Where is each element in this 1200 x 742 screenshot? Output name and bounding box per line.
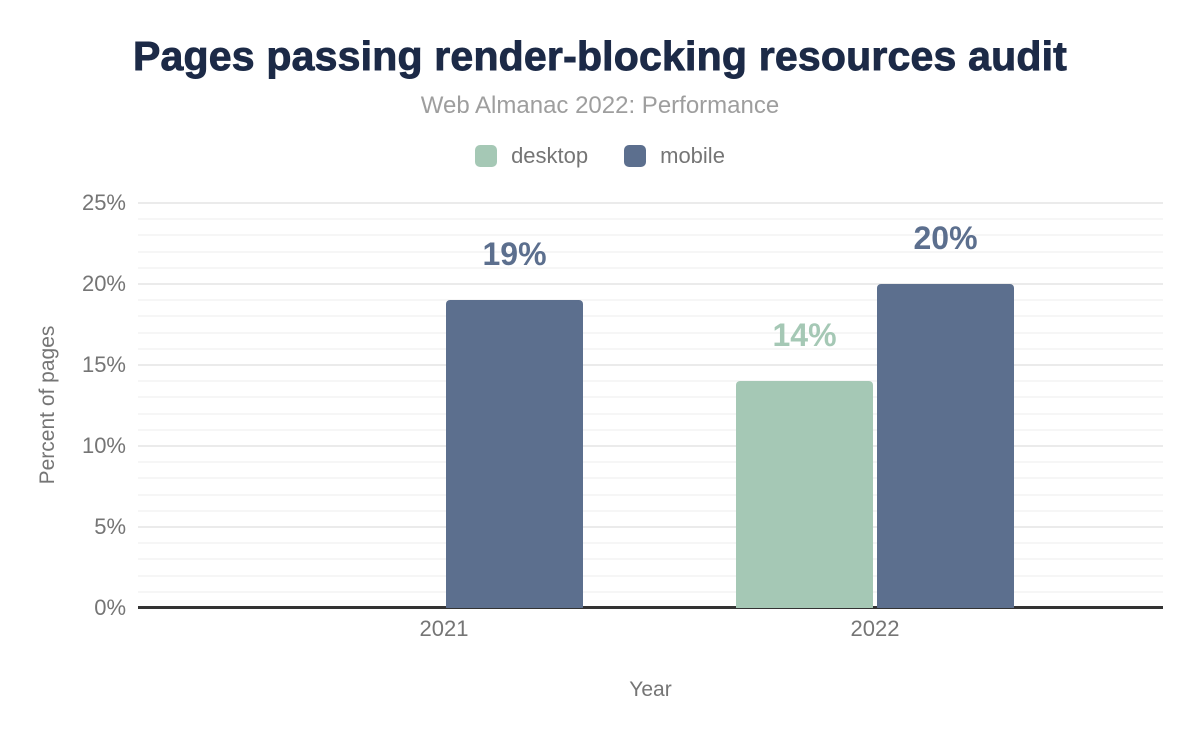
bar-2021-mobile[interactable] [446,300,583,608]
gridline-1pct [138,590,1163,593]
legend-label-desktop: desktop [511,143,589,168]
gridline-12pct [138,412,1163,415]
legend-item-desktop[interactable]: desktop [475,143,588,169]
gridline-8pct [138,477,1163,480]
gridline-3pct [138,558,1163,561]
gridline-18pct [138,315,1163,318]
gridline-7pct [138,493,1163,496]
x-axis-title: Year [629,678,672,701]
gridline-4pct [138,542,1163,545]
chart-subtitle: Web Almanac 2022: Performance [420,92,780,119]
gridline-5pct [138,526,1163,528]
gridline-19pct [138,299,1163,302]
plot-area: 0% 5% 10% 15% 20% 25% 14% 19% 20% 2021 2022 [82,192,1163,641]
gridline-16pct [138,347,1163,350]
gridline-14pct [138,380,1163,383]
x-tick-label-2022: 2022 [850,616,900,641]
gridline-17pct [138,331,1163,334]
gridline-23pct [138,234,1163,237]
value-label-2022-desktop: 14% [772,317,837,354]
value-label-2021-mobile: 19% [482,236,547,273]
mobile-swatch-icon [624,145,647,167]
legend: desktop mobile [0,143,1200,169]
gridline-15pct [138,364,1163,366]
y-tick-label-15: 15% [81,352,126,377]
gridline-20pct [138,283,1163,285]
x-tick-label-2021: 2021 [419,616,469,641]
desktop-swatch-icon [475,145,498,167]
y-tick-label-10: 10% [81,433,126,458]
gridline-25pct [138,202,1163,204]
bar-2022-desktop[interactable] [736,381,873,608]
y-tick-label-0: 0% [94,595,126,620]
gridline-22pct [138,250,1163,253]
legend-item-mobile[interactable]: mobile [624,143,725,169]
gridline-9pct [138,461,1163,464]
y-axis-title: Percent of pages [36,325,59,485]
value-label-2022-mobile: 20% [913,220,978,256]
gridline-24pct [138,218,1163,221]
y-tick-label-20: 20% [81,271,126,296]
gridline-11pct [138,428,1163,431]
legend-label-mobile: mobile [660,143,725,168]
gridline-21pct [138,266,1163,269]
chart-title: Pages passing render-blocking resources … [132,33,1068,80]
y-tick-label-25: 25% [81,190,126,215]
y-tick-label-5: 5% [94,514,126,539]
gridline-6pct [138,509,1163,512]
x-axis-line [138,606,1163,609]
bar-2022-mobile[interactable] [877,284,1014,608]
gridline-13pct [138,396,1163,399]
gridline-10pct [138,445,1163,447]
gridline-2pct [138,574,1163,577]
